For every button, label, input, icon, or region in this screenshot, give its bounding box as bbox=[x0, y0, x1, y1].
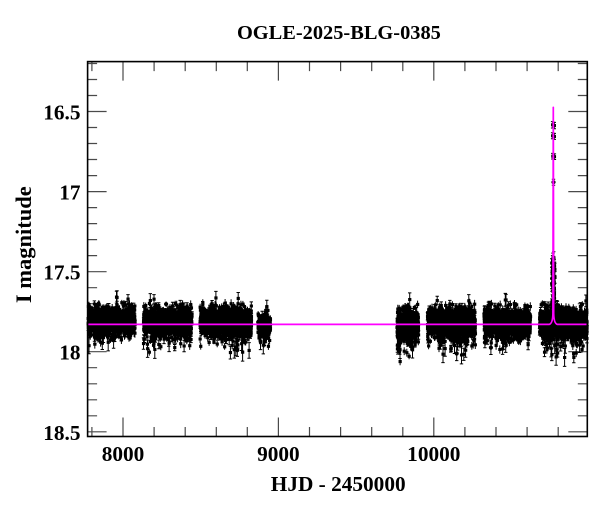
svg-text:17: 17 bbox=[59, 181, 81, 205]
svg-text:8000: 8000 bbox=[102, 442, 145, 466]
svg-text:9000: 9000 bbox=[257, 442, 300, 466]
svg-text:16.5: 16.5 bbox=[43, 101, 80, 125]
svg-text:I magnitude: I magnitude bbox=[11, 186, 36, 303]
svg-text:OGLE-2025-BLG-0385: OGLE-2025-BLG-0385 bbox=[237, 22, 441, 44]
svg-text:17.5: 17.5 bbox=[43, 261, 80, 285]
svg-text:10000: 10000 bbox=[407, 442, 460, 466]
svg-text:18.5: 18.5 bbox=[43, 421, 80, 445]
svg-text:18: 18 bbox=[59, 341, 80, 365]
svg-text:HJD - 2450000: HJD - 2450000 bbox=[271, 472, 406, 496]
